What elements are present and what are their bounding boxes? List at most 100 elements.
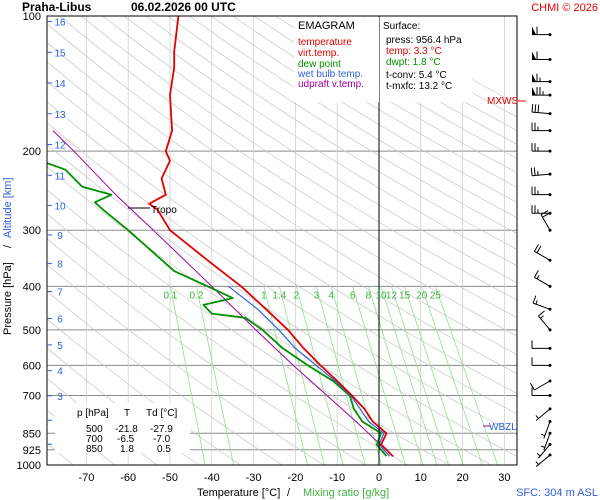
series-temperature <box>148 16 394 457</box>
x-tick-label: 30 <box>498 472 510 484</box>
altitude-tick-label: 7 <box>57 287 63 298</box>
wind-barb-station <box>548 453 552 457</box>
dry-adiabat <box>47 263 325 465</box>
wind-barb <box>531 205 552 215</box>
wind-barb-full <box>531 104 534 113</box>
wind-barb-full <box>530 167 533 176</box>
mixing-ratio-line <box>421 286 483 465</box>
y-tick-label: 400 <box>23 281 41 293</box>
mixing-ratio-line <box>330 286 382 465</box>
mixing-ratio-label: 10 <box>375 290 387 301</box>
mixing-ratio-label: 1 <box>261 290 267 301</box>
mixing-ratio-line <box>404 286 464 465</box>
mixing-ratio-label: 2 <box>294 290 300 301</box>
wind-barb-station <box>548 346 552 350</box>
dry-adiabat <box>47 42 517 355</box>
mixing-ratio-label: 3 <box>314 290 320 301</box>
wind-barb-station <box>548 129 552 133</box>
dry-adiabat <box>47 166 492 465</box>
mixing-ratio-labels: 0.1 0.2 1 1.4 2 3 4 6 8 10 12 15 20 25 <box>163 290 441 301</box>
altitude-tick-label: 3 <box>57 392 63 403</box>
altitude-tick-label: 15 <box>54 48 66 59</box>
y-tick-label: 1000 <box>17 460 41 472</box>
table-cell: 1.8 <box>120 444 134 455</box>
mixing-ratio-label: 8 <box>366 290 372 301</box>
mixing-ratio-line <box>295 286 344 465</box>
wind-barb-full <box>533 244 539 252</box>
wind-barb-station <box>548 307 552 311</box>
surface-tmxfc: t-mxfc: 13.2 °C <box>386 81 452 92</box>
x-tick-label: -20 <box>287 472 303 484</box>
wind-barb-station <box>548 363 552 367</box>
dry-adiabat <box>47 80 517 394</box>
dry-adiabat <box>47 290 283 465</box>
wind-barb-staff <box>534 380 551 391</box>
wind-barb-station <box>548 284 552 288</box>
wind-barb-full <box>529 382 535 391</box>
mixing-ratio-line <box>263 286 308 465</box>
y-axis-label: Pressure [hPa] <box>2 262 14 335</box>
mixing-ratio-label: 1.4 <box>272 290 286 301</box>
level-table: p [hPa] T Td [°C] 500 -21.8 -27.9 700 -6… <box>55 403 190 455</box>
wind-barb <box>530 167 552 177</box>
wind-barb <box>532 51 552 62</box>
wind-barb-station <box>548 258 552 262</box>
wind-barb-station <box>548 193 552 197</box>
table-cell: 500 <box>86 424 103 435</box>
altitude-tick-label: 11 <box>55 171 66 182</box>
wind-barb <box>531 143 552 153</box>
wind-barb-station <box>548 379 552 383</box>
altitude-tick-label: 4 <box>57 367 63 378</box>
wind-barbs <box>529 26 552 467</box>
altitude-tick-label: 8 <box>57 260 63 271</box>
wind-barb-station <box>548 93 552 97</box>
wind-barb-half <box>540 445 546 448</box>
wind-barb-full <box>533 270 539 278</box>
y-axis-label-altitude: Altitude [km] <box>2 177 14 238</box>
altitude-tick-label: 6 <box>57 315 63 326</box>
wind-barb-half <box>536 275 540 280</box>
mixing-ratio-line <box>196 286 234 465</box>
altitude-tick-labels: 12345678910111213141516 <box>47 18 66 451</box>
altitude-tick-label: 14 <box>54 79 66 90</box>
wind-barb <box>531 122 552 133</box>
table-cell: -27.9 <box>150 424 173 435</box>
mxws-label: MXWS <box>487 96 518 107</box>
surface-press: press: 956.4 hPa <box>386 35 462 46</box>
mixing-ratio-label: 20 <box>416 290 428 301</box>
wind-barb <box>536 442 552 459</box>
x-tick-label: -50 <box>162 472 178 484</box>
x-tick-label: -40 <box>204 472 220 484</box>
dry-adiabat <box>47 238 366 465</box>
wind-barb <box>532 295 552 311</box>
mixing-ratio-label: 0.2 <box>190 290 204 301</box>
wind-barb-station <box>548 149 552 153</box>
credit-text: CHMI © 2026 <box>531 2 598 14</box>
wind-barb-station <box>548 419 552 423</box>
dry-adiabat <box>145 16 517 250</box>
legend-virt-temp: virt.temp. <box>298 48 339 59</box>
altitude-tick-label: 5 <box>57 341 63 352</box>
mixing-ratio-label: 12 <box>386 290 398 301</box>
surface-dwpt: dwpt: 1.8 °C <box>386 57 441 68</box>
table-cell: 0.5 <box>157 444 171 455</box>
legend-dew-point: dew point <box>298 59 341 70</box>
wind-barb <box>540 419 552 439</box>
wind-barb <box>535 407 552 421</box>
x-tick-label: 20 <box>456 472 468 484</box>
series-udpraft-v-temp <box>52 130 394 457</box>
dry-adiabat <box>124 16 517 267</box>
y-tick-label: 500 <box>23 325 41 337</box>
mixing-ratio-line <box>391 286 449 465</box>
y-tick-labels: 100 200 300 400 500 600 700 850 925 1000 <box>17 11 41 472</box>
legend-title: EMAGRAM <box>298 20 355 32</box>
x-axis-label: Temperature [°C] <box>197 487 280 499</box>
wind-barb-pennant <box>532 26 536 35</box>
wind-barb-station <box>548 33 552 37</box>
x-axis-label-mixing: Mixing ratio [g/kg] <box>303 487 389 499</box>
wind-barb-pennant <box>532 87 536 96</box>
series-dew-point <box>47 162 388 457</box>
wind-barb <box>531 186 552 197</box>
y-tick-label: 100 <box>23 11 41 23</box>
